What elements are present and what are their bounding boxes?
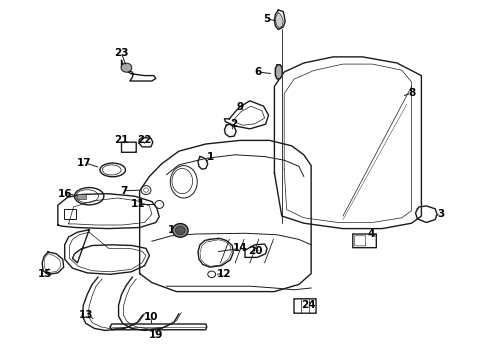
- Ellipse shape: [121, 63, 132, 72]
- Text: 18: 18: [168, 225, 183, 235]
- Polygon shape: [275, 13, 283, 28]
- Text: 1: 1: [207, 152, 214, 162]
- Text: 14: 14: [233, 243, 247, 253]
- Text: 5: 5: [264, 14, 270, 24]
- Text: 17: 17: [77, 158, 92, 168]
- Text: 15: 15: [38, 269, 52, 279]
- Text: 6: 6: [254, 67, 261, 77]
- Ellipse shape: [172, 224, 188, 237]
- Text: 16: 16: [57, 189, 72, 199]
- Text: 21: 21: [114, 135, 129, 145]
- Text: 4: 4: [368, 229, 375, 239]
- Bar: [64, 209, 76, 219]
- Text: 3: 3: [438, 209, 444, 219]
- Text: 9: 9: [237, 102, 244, 112]
- Text: 22: 22: [137, 135, 152, 145]
- Text: 11: 11: [131, 199, 146, 210]
- Text: 23: 23: [114, 48, 129, 58]
- Text: 7: 7: [120, 186, 127, 196]
- Text: 8: 8: [408, 88, 415, 98]
- Polygon shape: [275, 65, 282, 79]
- Ellipse shape: [144, 188, 148, 192]
- Text: 19: 19: [148, 330, 163, 340]
- Text: 12: 12: [217, 269, 232, 279]
- Bar: [77, 194, 86, 199]
- Text: 10: 10: [144, 312, 158, 322]
- Text: 20: 20: [248, 246, 263, 256]
- Text: 13: 13: [78, 310, 93, 320]
- Ellipse shape: [175, 226, 185, 235]
- Text: 24: 24: [301, 300, 316, 310]
- Text: 2: 2: [231, 119, 238, 129]
